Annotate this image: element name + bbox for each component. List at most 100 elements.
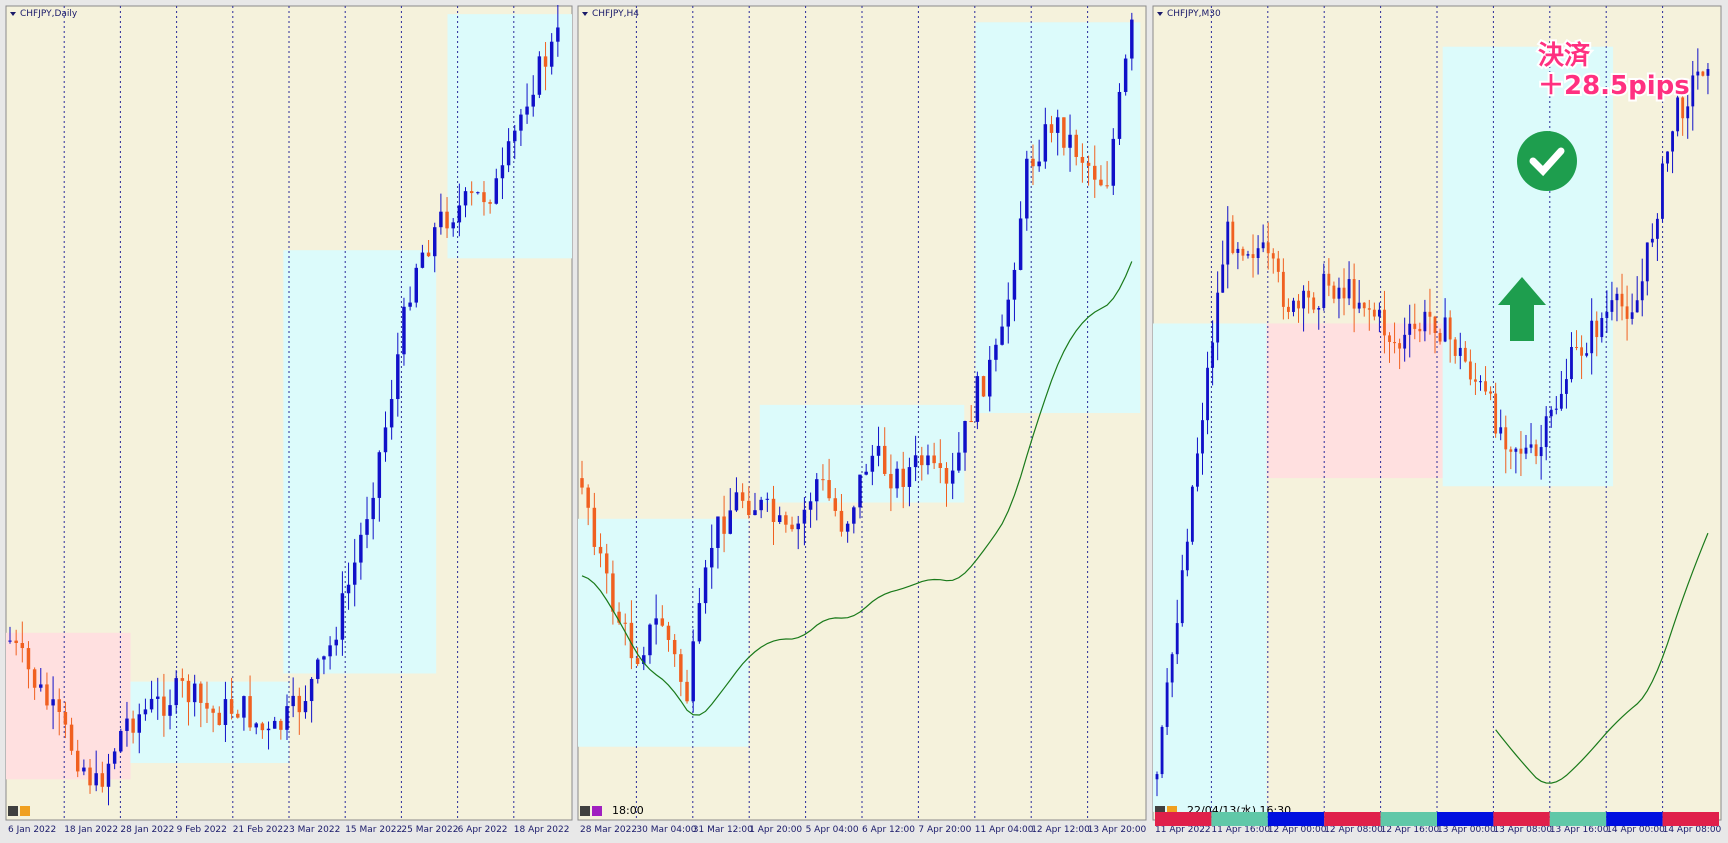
candle-body [1266, 242, 1270, 254]
candle-body [236, 713, 240, 718]
zone [283, 250, 437, 674]
candle-body [1645, 242, 1649, 282]
candle-body [1696, 71, 1700, 76]
candle-body [1080, 156, 1085, 163]
candle-body [14, 640, 18, 644]
candle-body [303, 701, 308, 713]
candle-body [1620, 293, 1624, 307]
candle-body [1549, 409, 1553, 417]
zone [975, 22, 1141, 414]
candle-body [1327, 273, 1331, 286]
candle-body [457, 205, 462, 223]
x-axis-label: 18 Jan 2022 [64, 825, 118, 835]
candle-body [100, 773, 105, 787]
candle-body [617, 611, 621, 623]
candle-body [765, 498, 770, 500]
candle-body [217, 712, 222, 725]
candle-body [482, 192, 486, 203]
check-icon [1517, 131, 1577, 191]
candle-body [1610, 300, 1614, 312]
icon [8, 806, 18, 816]
candle-body [1388, 335, 1391, 343]
candle-body [1018, 218, 1023, 270]
x-axis-label: 6 Jan 2022 [8, 825, 56, 835]
candle-body [1655, 218, 1659, 239]
candle-body [525, 106, 529, 115]
candle-body [82, 767, 86, 772]
x-axis-label: 31 Mar 12:00 [693, 825, 753, 835]
session-bar [1606, 812, 1663, 826]
x-axis-label: 14 Apr 08:00 [1663, 825, 1722, 835]
candle-body [586, 487, 590, 508]
candle-body [926, 455, 930, 466]
candle-body [1564, 379, 1568, 394]
candle-body [1585, 353, 1589, 356]
candle-body [1211, 342, 1215, 368]
candle-body [537, 56, 542, 95]
candle-body [340, 593, 345, 640]
candle-body [642, 655, 646, 665]
x-axis-label: 28 Mar 2022 [580, 825, 637, 835]
candle-body [106, 763, 111, 787]
candle-body [901, 468, 905, 487]
icon [1167, 806, 1177, 816]
x-axis-label: 13 Apr 16:00 [1550, 825, 1609, 835]
candle-body [143, 709, 148, 715]
candle-body [876, 445, 881, 456]
candle-body [1590, 320, 1594, 354]
candle-body [229, 699, 234, 714]
candle-body [1428, 311, 1432, 317]
candle-body [1403, 334, 1407, 349]
candle-body [1372, 309, 1376, 317]
candle-body [815, 479, 819, 502]
candle-body [629, 622, 634, 659]
candle-body [420, 252, 425, 268]
x-axis-label: 30 Mar 04:00 [636, 825, 696, 835]
candle-body [291, 695, 295, 707]
candle-body [1099, 179, 1103, 186]
candle-body [697, 603, 702, 642]
candle-body [1068, 134, 1072, 148]
candle-body [722, 516, 726, 534]
candle-body [1499, 427, 1503, 434]
x-axis-label: 11 Apr 16:00 [1211, 825, 1270, 835]
candle-body [1580, 347, 1584, 356]
x-axis-label: 11 Apr 04:00 [975, 825, 1034, 835]
candle-body [1322, 273, 1326, 309]
candle-body [1216, 292, 1220, 343]
annotation: ＋28.5pips [1538, 71, 1690, 101]
candle-body [309, 678, 314, 702]
candle-body [1630, 312, 1634, 319]
check-mark [1529, 147, 1565, 177]
zone [6, 632, 131, 780]
candle-body [112, 751, 117, 764]
candle-body [414, 267, 418, 303]
candle-body [987, 359, 992, 397]
candle-body [1367, 308, 1371, 310]
candle-body [131, 718, 135, 733]
candle-body [1448, 317, 1452, 340]
candle-body [1453, 339, 1457, 356]
candle-body [679, 654, 683, 682]
candle-body [845, 523, 850, 532]
candle-body [1043, 124, 1048, 162]
icon [592, 806, 602, 816]
panel-title: CHFJPY,Daily [20, 9, 78, 19]
candle-body [272, 720, 277, 729]
candle-body [882, 445, 887, 474]
candle-body [716, 516, 720, 548]
panel-title: CHFJPY,M30 [1167, 9, 1221, 19]
candle-body [519, 114, 523, 131]
candle-body [1049, 124, 1054, 133]
candle-body [26, 648, 31, 670]
candle-body [168, 705, 172, 716]
candle-body [920, 455, 924, 466]
candle-body [802, 509, 807, 524]
candle-body [1494, 393, 1498, 434]
candle-body [907, 467, 912, 487]
candle-body [1398, 343, 1402, 349]
candle-body [1691, 75, 1695, 107]
candle-body [1640, 281, 1644, 301]
